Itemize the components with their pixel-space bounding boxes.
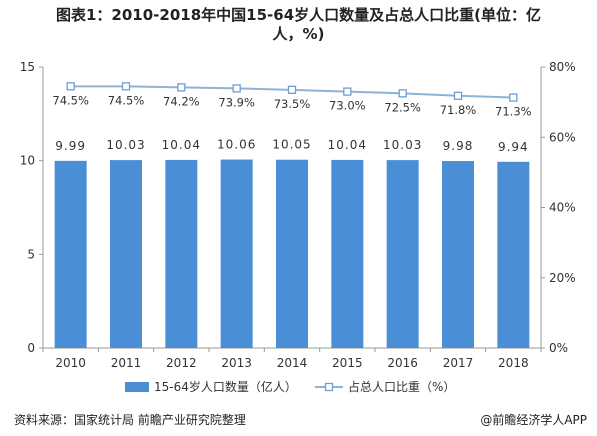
share-point-2015 xyxy=(343,87,352,96)
bar-2017 xyxy=(442,161,474,348)
x-axis-tick-label: 2014 xyxy=(277,356,308,370)
bar-value-label: 10.05 xyxy=(272,138,311,152)
share-value-label: 72.5% xyxy=(384,100,421,114)
x-axis-tick-label: 2018 xyxy=(498,356,529,370)
left-axis-tick-label: 10 xyxy=(20,154,35,168)
share-point-2014 xyxy=(287,85,297,94)
bar-2016 xyxy=(386,160,419,348)
share-point-2011 xyxy=(121,82,131,91)
x-axis-tick-label: 2013 xyxy=(221,356,252,370)
share-point-2016 xyxy=(398,89,407,98)
bar-value-label: 10.03 xyxy=(106,138,145,152)
x-axis-tick-label: 2017 xyxy=(443,356,474,370)
left-axis-tick-label: 5 xyxy=(27,247,35,261)
bar-value-label: 10.03 xyxy=(383,138,422,152)
share-value-label: 71.8% xyxy=(440,103,477,117)
share-value-label: 74.2% xyxy=(163,94,200,108)
right-axis-tick-label: 20% xyxy=(549,271,576,285)
bar-2015 xyxy=(331,159,364,348)
bar-2010 xyxy=(54,160,87,348)
right-axis-tick-label: 60% xyxy=(549,130,576,144)
chart-title: 图表1：2010-2018年中国15-64岁人口数量及占总人口比重(单位：亿 人… xyxy=(0,6,597,44)
bar-2013 xyxy=(220,159,253,348)
bar-2012 xyxy=(165,159,198,348)
bar-2011 xyxy=(110,160,142,348)
x-axis-tick-label: 2012 xyxy=(166,356,197,370)
share-value-label: 74.5% xyxy=(108,93,145,107)
legend-line-label: 占总人口比重（%） xyxy=(348,379,455,394)
share-point-2017 xyxy=(453,91,463,100)
bar-value-label: 9.99 xyxy=(55,139,86,153)
x-axis-tick-label: 2010 xyxy=(55,356,86,370)
right-axis-tick-label: 40% xyxy=(549,201,576,215)
legend-bar-label: 15-64岁人口数量（亿人） xyxy=(154,379,297,394)
right-axis-tick-label: 0% xyxy=(549,341,568,355)
chart-title-line-1: 图表1：2010-2018年中国15-64岁人口数量及占总人口比重(单位：亿 xyxy=(56,6,541,24)
share-value-label: 73.9% xyxy=(218,95,255,109)
bar-2018 xyxy=(497,161,530,348)
chart-title-line-2: 人，%) xyxy=(272,25,325,43)
left-axis-tick-label: 15 xyxy=(20,60,35,74)
x-axis-tick-label: 2015 xyxy=(332,356,363,370)
share-value-label: 73.0% xyxy=(329,99,366,113)
share-point-2018 xyxy=(509,93,518,102)
bar-value-label: 10.06 xyxy=(217,138,256,152)
share-point-2013 xyxy=(232,84,241,93)
x-axis-tick-label: 2011 xyxy=(111,356,142,370)
publisher-credit: @前瞻经济学人APP xyxy=(480,413,587,427)
share-value-label: 71.3% xyxy=(495,105,532,119)
bar-value-label: 9.94 xyxy=(498,140,529,154)
bar-value-label: 10.04 xyxy=(328,138,367,152)
share-point-2012 xyxy=(177,83,186,92)
legend-line-marker xyxy=(324,382,334,392)
x-axis-tick-label: 2016 xyxy=(387,356,418,370)
share-value-label: 74.5% xyxy=(52,93,89,107)
right-axis-tick-label: 80% xyxy=(549,60,576,74)
left-axis-tick-label: 0 xyxy=(27,341,35,355)
share-point-2010 xyxy=(66,82,75,91)
source-note: 资料来源：国家统计局 前瞻产业研究院整理 xyxy=(14,413,246,427)
bar-value-label: 9.98 xyxy=(443,139,474,153)
bar-value-label: 10.04 xyxy=(162,138,201,152)
share-value-label: 73.5% xyxy=(274,97,311,111)
legend-bar-swatch xyxy=(125,382,149,392)
bar-2014 xyxy=(276,159,308,348)
